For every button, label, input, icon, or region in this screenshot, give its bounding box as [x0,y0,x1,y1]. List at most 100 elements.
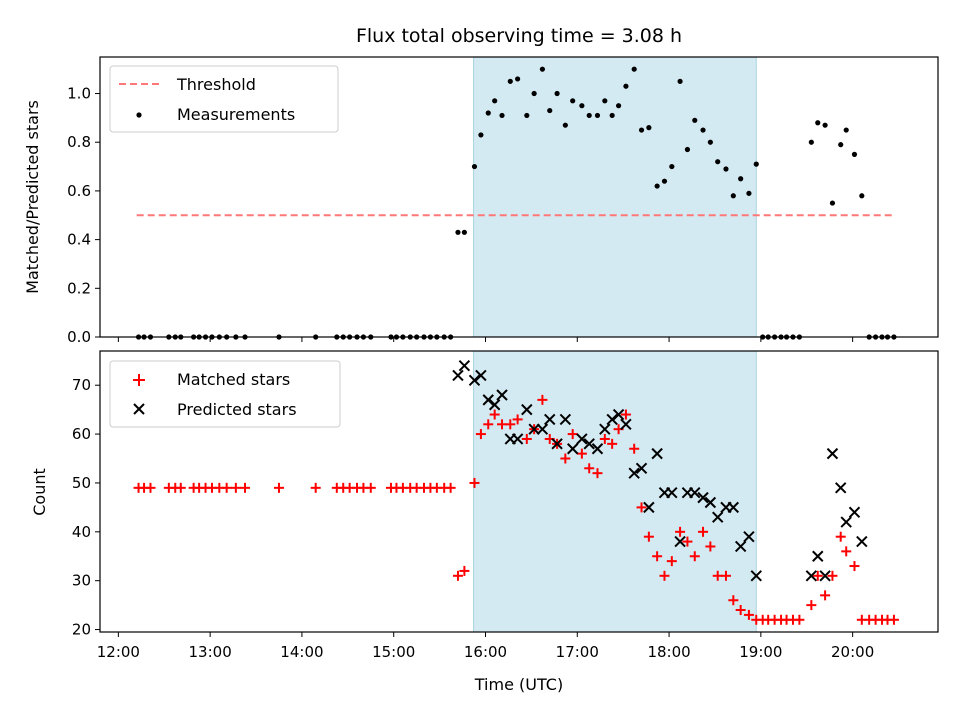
predicted-star-marker [482,394,494,406]
matched-star-marker [835,531,846,542]
measurement-point [609,112,615,119]
matched-star-marker [607,438,618,449]
count-panel-frame [99,350,939,633]
x-tick-label: 19:00 [739,643,782,661]
matched-star-marker [820,590,831,601]
matched-star-marker [794,614,805,625]
predicted-star-marker [840,516,852,528]
predicted-star-marker [521,403,533,416]
predicted-star-marker [599,423,611,435]
y-tick-label: 30 [72,572,91,590]
count-y-axis-label: Count [30,468,49,516]
matched-star-marker [666,556,677,567]
measurement-point [539,66,546,72]
predicted-star-marker [805,570,818,582]
predicted-star-marker [551,438,563,450]
predicted-star-marker [651,447,663,460]
measurement-point [829,200,836,206]
matched-star-marker [659,570,670,581]
matched-star-marker [459,565,470,576]
matched-star-marker [827,570,838,581]
predicted-star-marker [643,501,655,514]
matched-legend-swatch [133,374,145,386]
ratio-y-axis-label: Matched/Predicted stars [23,100,42,294]
ratio-legend: Threshold Measurements [109,65,339,133]
matched-star-marker [445,482,456,493]
matched-star-marker [636,502,647,513]
y-tick-label: 70 [72,376,91,394]
measurement-point [531,90,537,97]
measurement-point [684,146,691,153]
measurement-point [492,98,498,104]
measurement-point [547,107,553,114]
measurement-point [485,110,491,116]
ratio-panel-frame [99,56,939,338]
matched-star-marker [888,614,899,625]
measurement-point [638,127,645,133]
matched-star-marker [512,414,523,425]
predicted-star-marker [511,433,524,445]
predicted-star-marker [458,359,471,372]
matched-star-marker [652,551,663,562]
matched-star-marker [240,482,251,493]
y-tick-label: 0.0 [67,328,91,346]
measurement-point [815,120,821,126]
measurement-point [615,103,622,109]
observing-window-shade [473,56,757,338]
y-tick-label: 50 [72,474,91,492]
ratio-legend-box [109,65,339,133]
count-legend-box [109,360,341,428]
matched-star-marker [537,394,548,405]
matched-star-marker [812,570,823,581]
matched-star-marker [806,600,817,611]
matched-star-marker [841,546,852,557]
measurement-point [677,78,683,84]
matched-star-marker [599,433,610,444]
matched-star-marker [675,526,686,537]
measurement-point [524,112,530,119]
predicted-star-marker [475,369,487,382]
matched-star-marker [849,561,860,572]
predicted-star-marker [812,550,824,562]
measurement-point [730,193,736,199]
predicted-star-marker [566,443,579,455]
predicted-star-marker [528,423,540,435]
measurement-point [554,90,560,97]
y-tick-label: 40 [72,523,91,541]
predicted-star-marker [856,535,868,548]
matched-star-marker [735,605,746,616]
matched-star-marker [145,482,156,493]
measurement-point [586,112,592,119]
predicted-star-marker [452,369,464,382]
matched-star-marker [365,482,376,493]
matched-star-marker [620,409,631,420]
chart-title: Flux total observing time = 3.08 h [356,25,682,47]
predicted-star-marker [606,413,618,426]
predicted-star-marker [712,511,724,523]
predicted-star-marker [704,496,717,509]
predicted-star-marker [727,501,740,514]
x-tick-label: 16:00 [464,643,507,661]
measurement-point [646,125,652,131]
predicted-star-marker [628,467,640,479]
measurement-point [669,163,675,170]
matched-star-marker [705,541,716,552]
matched-star-marker [475,429,486,440]
measurement-point [715,159,721,165]
measurement-point [753,161,759,167]
measurement-point [623,83,629,89]
y-tick-label: 1.0 [67,85,91,103]
predicted-star-marker [743,530,755,543]
predicted-star-marker [674,535,686,548]
predicted-star-marker [620,418,632,431]
x-tick-label: 18:00 [647,643,690,661]
predicted-star-marker [819,570,831,582]
measurement-point [455,229,461,235]
measurement-point [579,103,585,109]
x-tick-label: 20:00 [831,643,874,661]
count-panel: 12:00 13:00 14:00 15:00 16:00 17:00 18:00 19:00… [30,350,939,694]
measurement-point [471,163,478,170]
matched-star-marker [720,570,731,581]
measurement-point [746,190,752,196]
